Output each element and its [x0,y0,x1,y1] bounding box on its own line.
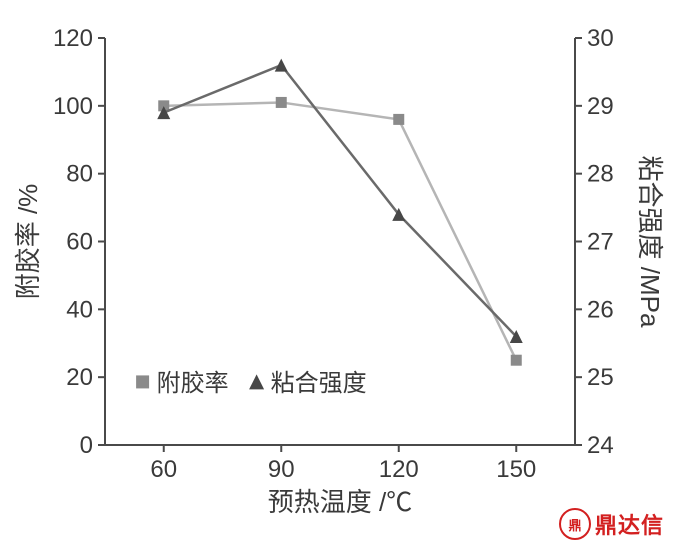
y-right-tick-label: 26 [587,296,614,323]
chart-container: 60 90 120 150 预热温度 /℃ 0 20 40 60 80 100 120 附胶率 /% 24… [0,0,674,548]
y-left-tick-label: 20 [66,364,93,391]
x-tick-label: 60 [150,456,177,483]
y-right-tick-label: 27 [587,229,614,256]
y-left-axis-label: 附胶率 /% [13,184,43,300]
y-left-tick-label: 0 [80,432,93,459]
dual-axis-line-chart: 60 90 120 150 预热温度 /℃ 0 20 40 60 80 100 120 附胶率 /% 24… [0,0,674,548]
watermark-icon: 鼎 [559,508,591,540]
y-right-tick-label: 30 [587,25,614,52]
legend-label: 粘合强度 [271,370,367,397]
y-left-tick-label: 100 [53,93,93,120]
watermark: 鼎 鼎达信 [559,508,664,540]
x-axis-label: 预热温度 /℃ [268,487,412,517]
x-tick-label: 120 [379,456,419,483]
y-left-tick-label: 60 [66,229,93,256]
y-left-tick-label: 120 [53,25,93,52]
legend-label: 附胶率 [157,370,229,397]
y-right-tick-label: 28 [587,161,614,188]
y-right-tick-label: 24 [587,432,614,459]
series-line-粘合强度 [164,65,517,336]
watermark-text: 鼎达信 [595,508,664,540]
y-right-tick-label: 29 [587,93,614,120]
x-tick-label: 150 [496,456,536,483]
y-left-tick-label: 80 [66,161,93,188]
y-left-tick-label: 40 [66,296,93,323]
y-right-tick-label: 25 [587,364,614,391]
x-tick-label: 90 [268,456,295,483]
y-right-axis-label: 粘合强度 /MPa [635,156,665,328]
